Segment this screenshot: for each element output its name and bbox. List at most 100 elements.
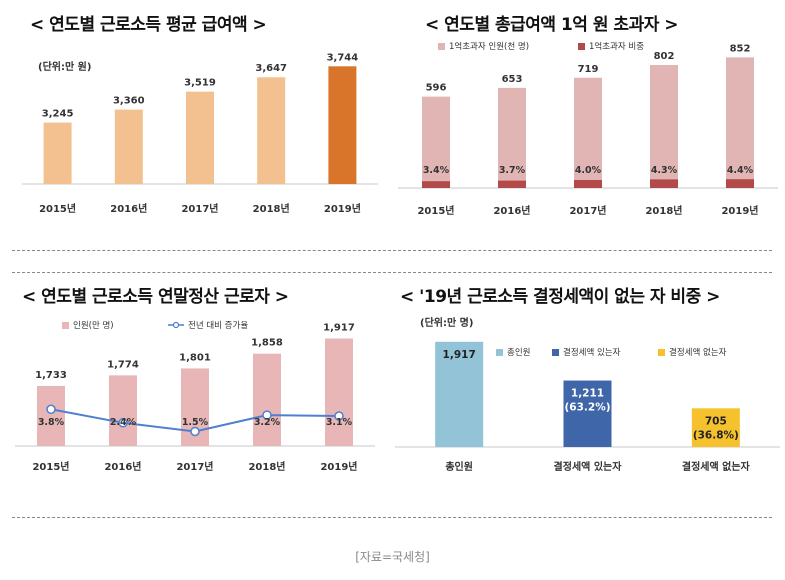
chart4-value-label: 1,917 — [443, 349, 476, 361]
chart3-tick-label: 2018년 — [248, 460, 285, 473]
chart3-growth-point — [334, 411, 344, 421]
chart3-bar-people — [109, 375, 137, 446]
chart4-pct-label: (63.2%) — [564, 402, 610, 414]
chart1-bar — [114, 109, 143, 184]
chart1-title: < 연도별 근로소득 평균 급여액 > — [30, 15, 267, 35]
chart2-pct-label: 4.0% — [575, 165, 602, 176]
chart3-tick-label: 2016년 — [104, 460, 141, 473]
chart2-bar-ratio — [650, 179, 678, 188]
chart1-unit: (단위:만 원) — [38, 62, 92, 73]
chart2-tick-label: 2017년 — [569, 204, 606, 217]
chart2-legend-label-ratio: 1억초과자 비중 — [589, 42, 645, 52]
separator-bottom — [12, 517, 772, 518]
chart2-tick-label: 2016년 — [493, 204, 530, 217]
chart2-tick-label: 2019년 — [721, 204, 758, 217]
chart1-tick-label: 2016년 — [110, 202, 147, 215]
chart3-legend-people: 인원(만 명) — [62, 319, 114, 331]
chart4-legend-swatch-without-tax — [658, 348, 665, 356]
chart3-growth-point — [262, 410, 272, 420]
chart4-value-label: 1,211 — [571, 388, 604, 400]
chart3-value-label: 1,801 — [179, 352, 211, 363]
chart3-pct-label: 3.2% — [254, 417, 281, 428]
source-note: [자료=국세청] — [355, 550, 430, 564]
chart3-legend-label-people: 인원(만 명) — [73, 321, 114, 331]
chart1-value-label: 3,647 — [255, 63, 287, 74]
chart3-title: < 연도별 근로소득 연말정산 근로자 > — [22, 287, 289, 307]
chart3-bar-people — [37, 385, 65, 446]
chart3-value-label: 1,774 — [107, 359, 139, 370]
chart4-legend-with-tax: 결정세액 있는자 — [552, 346, 620, 358]
chart4-legend-swatch-with-tax — [552, 348, 559, 356]
chart2-value-label: 802 — [654, 51, 675, 62]
chart3-tick-label: 2017년 — [176, 460, 213, 473]
chart1-value-label: 3,744 — [327, 52, 359, 63]
chart4-unit: (단위:만 명) — [420, 318, 474, 329]
chart1-bar — [43, 122, 72, 184]
chart3-legend-line-icon — [168, 321, 184, 329]
chart3-growth-point — [118, 418, 128, 428]
chart2-bar-people — [498, 87, 526, 188]
chart2-bar-people — [574, 77, 602, 188]
chart4-legend-label-without-tax: 결정세액 없는자 — [669, 348, 727, 358]
chart4-tick-label: 결정세액 없는자 — [682, 460, 751, 473]
chart4-value-label: 705 — [705, 415, 727, 427]
chart3-value-label: 1,917 — [323, 323, 355, 334]
chart1-value-label: 3,360 — [113, 96, 145, 107]
chart3-pct-label: 3.8% — [38, 417, 65, 428]
chart2-value-label: 719 — [578, 64, 599, 75]
chart2-pct-label: 4.4% — [727, 165, 754, 176]
chart1-bar — [328, 66, 357, 184]
chart2-bar-ratio — [498, 180, 526, 188]
chart4-title: < '19년 근로소득 결정세액이 없는 자 비중 > — [400, 287, 720, 307]
chart3-growth-point — [46, 404, 56, 415]
chart3-bar-people — [325, 338, 353, 446]
chart2-legend-ratio: 1억초과자 비중 — [578, 40, 644, 52]
chart4-legend-label-total: 총인원 — [507, 348, 531, 358]
chart2-legend-label-people: 1억초과자 인원(천 명) — [449, 42, 530, 52]
chart3-pct-label: 2.4% — [110, 417, 137, 428]
separator-middle — [12, 272, 772, 273]
chart2-tick-label: 2018년 — [645, 204, 682, 217]
chart3-growth-point — [190, 426, 200, 437]
chart3-tick-label: 2019년 — [320, 460, 357, 473]
chart2-bar-ratio — [726, 179, 754, 188]
chart3-legend-label-growth: 전년 대비 증가율 — [188, 321, 249, 331]
chart2-legend-people: 1억초과자 인원(천 명) — [438, 40, 529, 52]
chart2-legend-swatch-people — [438, 42, 445, 50]
chart3-value-label: 1,858 — [251, 338, 283, 349]
chart3-tick-label: 2015년 — [32, 460, 69, 473]
chart2-pct-label: 3.7% — [499, 165, 526, 176]
chart2-legend-swatch-ratio — [578, 42, 585, 50]
chart4-tick-label: 총인원 — [445, 460, 473, 473]
chart2-bar-people — [422, 96, 450, 188]
chart2-bar-people — [726, 57, 754, 188]
chart1-tick-label: 2017년 — [181, 202, 218, 215]
chart2-bar-ratio — [574, 180, 602, 188]
chart3-bar-people — [253, 353, 281, 446]
chart1-value-label: 3,519 — [184, 78, 216, 89]
chart2-bar-ratio — [422, 181, 450, 188]
separator-top — [12, 250, 772, 251]
chart4-legend-total: 총인원 — [496, 346, 530, 358]
chart2-value-label: 653 — [502, 74, 523, 85]
chart1-tick-label: 2018년 — [253, 202, 290, 215]
chart4-bar — [435, 341, 484, 447]
chart2-bar-people — [650, 65, 678, 188]
chart3-pct-label: 3.1% — [326, 417, 353, 428]
chart2-title: < 연도별 총급여액 1억 원 초과자 > — [425, 15, 679, 35]
chart2-value-label: 852 — [730, 43, 751, 54]
chart3-pct-label: 1.5% — [182, 417, 209, 428]
chart1-bar — [186, 91, 214, 184]
chart4-legend-label-with-tax: 결정세액 있는자 — [563, 348, 621, 358]
chart1-bar — [257, 77, 286, 184]
chart4-tick-label: 결정세액 있는자 — [554, 460, 623, 473]
chart3-legend-growth: 전년 대비 증가율 — [168, 319, 248, 331]
chart2-tick-label: 2015년 — [417, 204, 454, 217]
chart1-tick-label: 2015년 — [39, 202, 76, 215]
chart1-tick-label: 2019년 — [324, 202, 361, 215]
chart3-value-label: 1,733 — [35, 370, 67, 381]
chart4-legend-without-tax: 결정세액 없는자 — [658, 346, 726, 358]
chart4-pct-label: (36.8%) — [693, 429, 739, 441]
chart4-legend-swatch-total — [496, 348, 503, 356]
